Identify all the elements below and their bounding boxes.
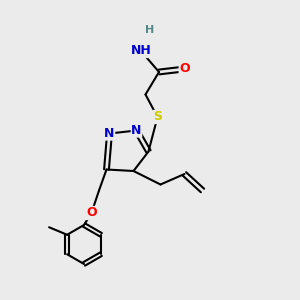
Text: H: H xyxy=(146,25,154,35)
Text: O: O xyxy=(86,206,97,220)
Text: N: N xyxy=(104,127,115,140)
Text: S: S xyxy=(153,110,162,124)
Text: NH: NH xyxy=(130,44,152,58)
Text: N: N xyxy=(131,124,142,137)
Text: O: O xyxy=(179,62,190,76)
